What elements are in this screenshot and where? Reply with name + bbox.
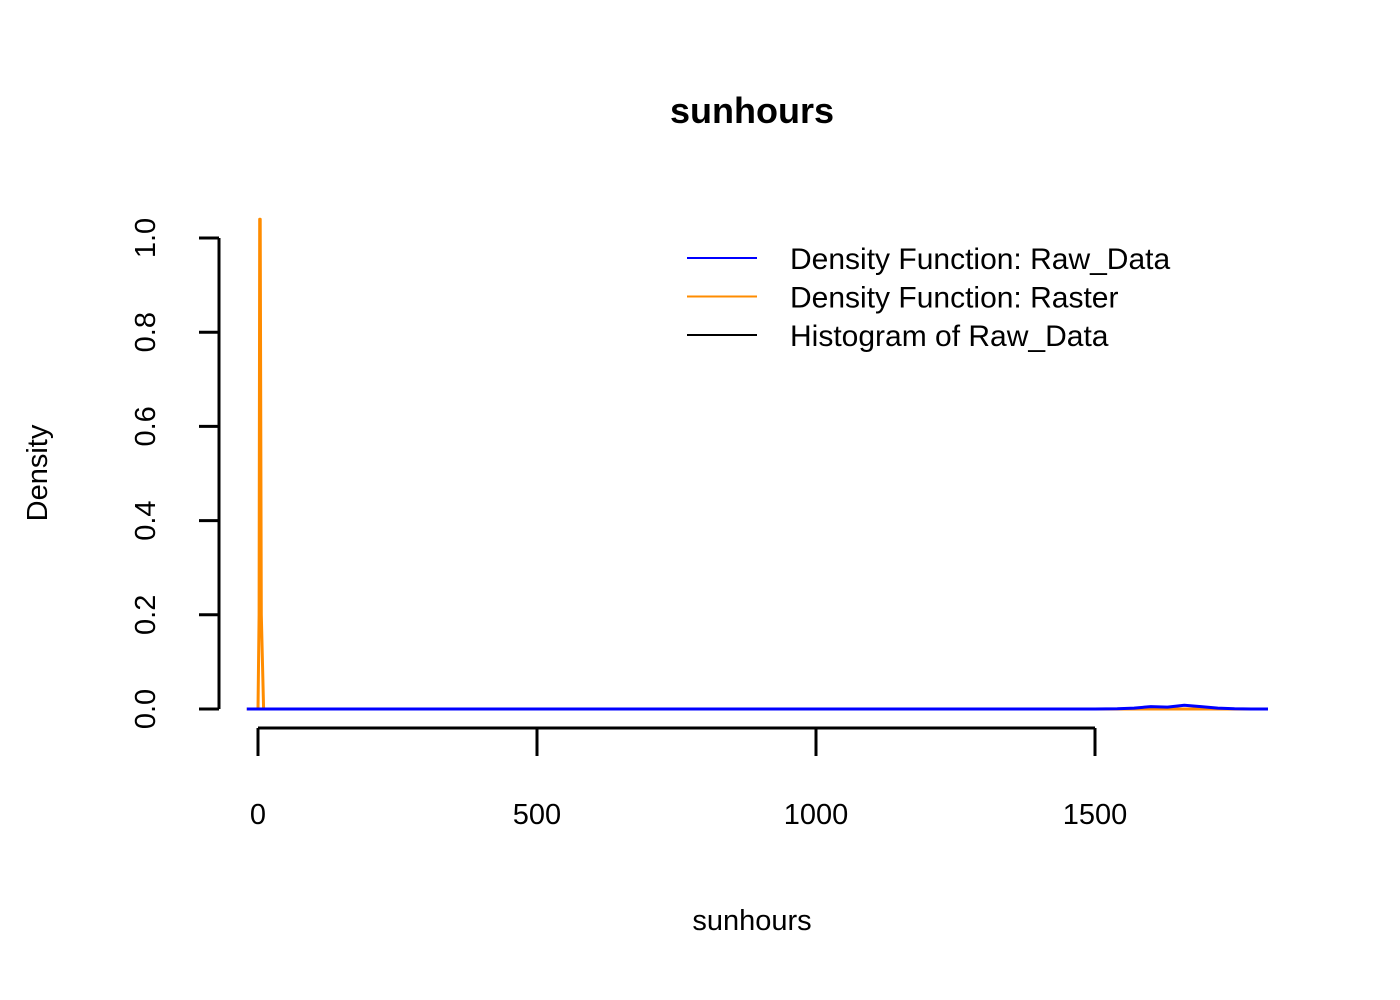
x-axis-label: sunhours (692, 905, 811, 937)
legend-entry: Histogram of Raw_Data (790, 320, 1109, 353)
y-tick-label: 0.2 (130, 595, 162, 635)
chart-title: sunhours (670, 90, 834, 131)
series-layer (246, 217, 1268, 711)
x-axis: 0 500 1000 1500 (250, 726, 1128, 831)
y-tick-label: 0.4 (130, 500, 162, 540)
legend: Density Function: Raw_Data Density Functi… (687, 243, 1170, 353)
legend-entry: Density Function: Raster (790, 282, 1118, 315)
series-line (246, 703, 1268, 711)
y-tick-label: 0.8 (130, 312, 162, 352)
x-tick-label: 1000 (784, 799, 849, 831)
x-tick-label: 0 (250, 799, 266, 831)
y-axis: 0.0 0.2 0.4 0.6 0.8 1.0 (130, 218, 221, 729)
x-tick-label: 500 (513, 799, 561, 831)
x-tick-label: 1500 (1063, 799, 1128, 831)
y-tick-label: 0.6 (130, 406, 162, 446)
y-tick-label: 0.0 (130, 689, 162, 729)
legend-entry: Density Function: Raw_Data (790, 243, 1170, 276)
y-axis-label: Density (22, 424, 54, 521)
y-tick-label: 1.0 (130, 218, 162, 258)
